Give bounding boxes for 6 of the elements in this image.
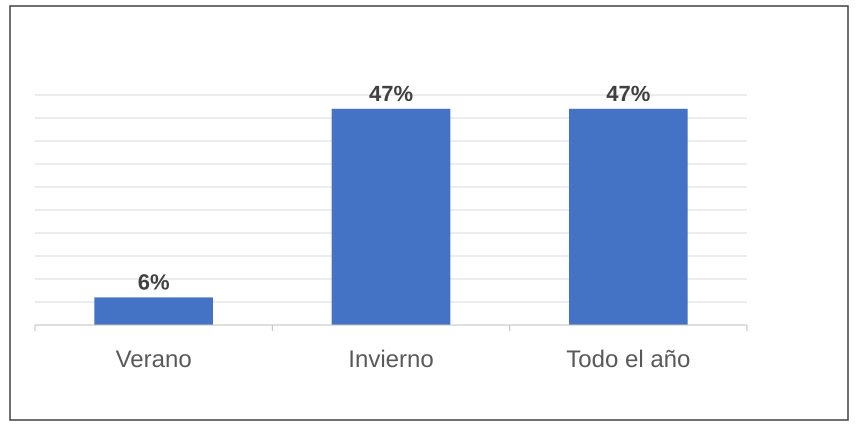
data-label: 47% — [368, 80, 414, 106]
x-tick-label: Invierno — [348, 346, 434, 373]
data-label: 47% — [606, 80, 650, 106]
x-tick-label: Verano — [116, 346, 192, 373]
data-label: 6% — [138, 269, 170, 294]
x-tick-label: Todo el año — [566, 346, 690, 373]
